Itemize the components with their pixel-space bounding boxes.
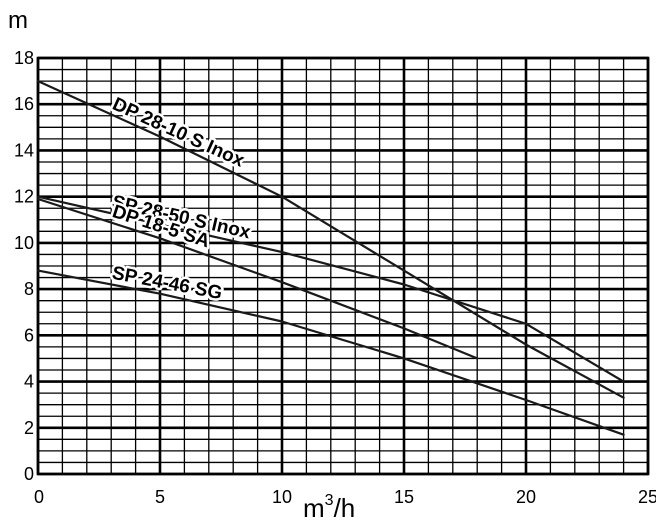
x-tick-label: 25 [638, 487, 656, 507]
y-tick-label: 6 [24, 325, 34, 345]
x-tick-label: 5 [155, 487, 165, 507]
y-tick-label: 12 [14, 187, 34, 207]
y-tick-label: 10 [14, 233, 34, 253]
y-tick-label: 14 [14, 140, 34, 160]
y-axis-unit: m [8, 7, 28, 34]
x-tick-label: 0 [34, 487, 44, 507]
plot-frame [36, 56, 650, 476]
x-axis-unit: m3/h [303, 492, 355, 521]
tick-labels: 0 5 10 15 20 25 0 2 4 6 8 10 12 14 16 18 [14, 48, 656, 507]
series-line-0 [36, 79, 625, 399]
y-tick-label: 18 [14, 48, 34, 68]
x-unit-exponent: 3 [325, 492, 334, 509]
series-line-2 [36, 197, 479, 360]
x-unit-suffix: /h [334, 493, 356, 521]
y-tick-label: 16 [14, 94, 34, 114]
x-unit-base: m [303, 493, 325, 521]
x-tick-label: 20 [516, 487, 536, 507]
y-tick-label: 0 [24, 464, 34, 484]
x-tick-label: 15 [394, 487, 414, 507]
x-tick-label: 10 [272, 487, 292, 507]
y-tick-label: 2 [24, 418, 34, 438]
series-line-3 [36, 269, 625, 436]
grid-lines [36, 56, 650, 476]
y-tick-label: 4 [24, 372, 34, 392]
y-tick-label: 8 [24, 279, 34, 299]
pump-curves [36, 79, 625, 436]
series-line-1 [36, 195, 625, 383]
